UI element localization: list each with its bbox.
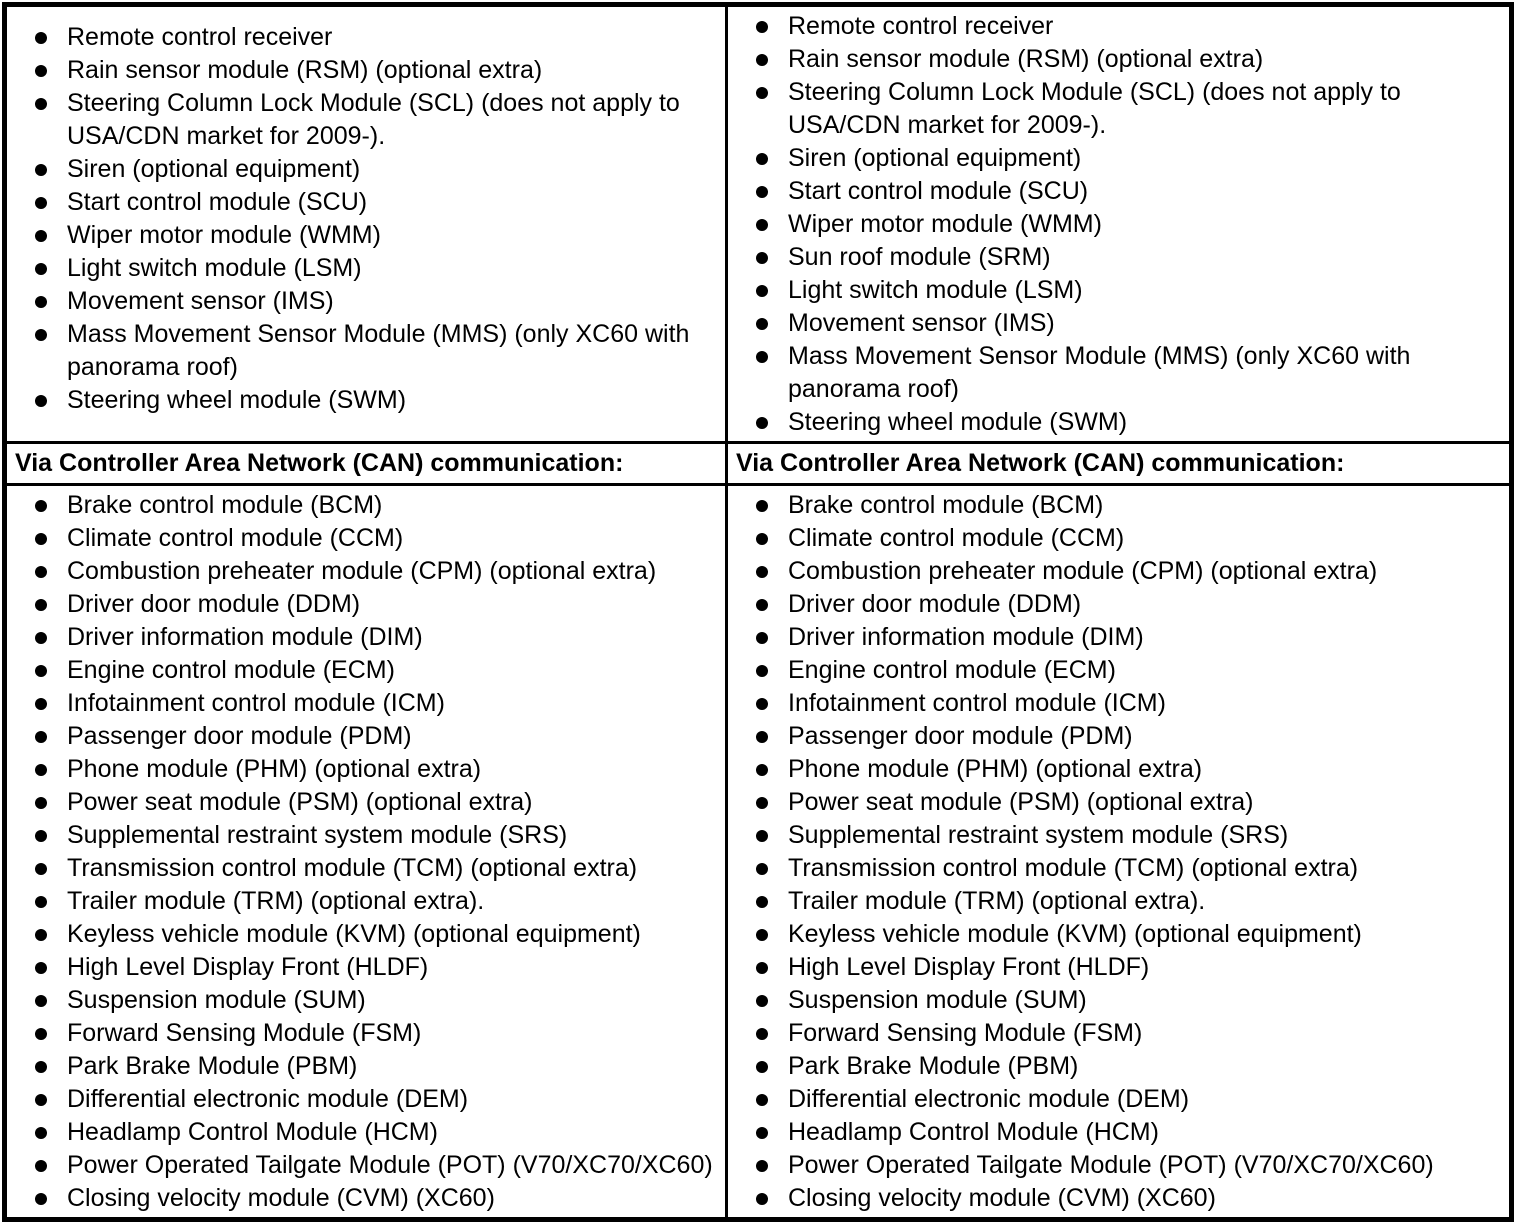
module-list-item: Passenger door module (PDM) xyxy=(13,720,717,753)
module-list-item: Driver door module (DDM) xyxy=(734,588,1501,621)
module-list-item: Combustion preheater module (CPM) (optio… xyxy=(734,555,1501,588)
module-list-item: Closing velocity module (CVM) (XC60) xyxy=(734,1182,1501,1215)
module-list-item: Trailer module (TRM) (optional extra). xyxy=(734,885,1501,918)
module-list-item: Keyless vehicle module (KVM) (optional e… xyxy=(734,918,1501,951)
module-list-item: Supplemental restraint system module (SR… xyxy=(734,819,1501,852)
module-list-item: Infotainment control module (ICM) xyxy=(734,687,1501,720)
module-list-item: Movement sensor (IMS) xyxy=(734,307,1501,340)
module-list-item: Keyless vehicle module (KVM) (optional e… xyxy=(13,918,717,951)
module-list-item: Suspension module (SUM) xyxy=(734,984,1501,1017)
module-list-item: Rain sensor module (RSM) (optional extra… xyxy=(13,54,717,87)
module-list-item: Infotainment control module (ICM) xyxy=(13,687,717,720)
module-list-item: Forward Sensing Module (FSM) xyxy=(13,1017,717,1050)
module-list-item: Steering Column Lock Module (SCL) (does … xyxy=(13,87,717,153)
module-list-item: Transmission control module (TCM) (optio… xyxy=(13,852,717,885)
module-list-item: Climate control module (CCM) xyxy=(13,522,717,555)
module-list-item: High Level Display Front (HLDF) xyxy=(13,951,717,984)
can-right-module-list: Brake control module (BCM) Climate contro… xyxy=(734,489,1501,1215)
module-list-item: Start control module (SCU) xyxy=(734,175,1501,208)
top-right-cell: Remote control receiver Rain sensor modul… xyxy=(725,4,1512,443)
module-list-item: Light switch module (LSM) xyxy=(734,274,1501,307)
module-list-item: Closing velocity module (CVM) (XC60) xyxy=(13,1182,717,1215)
module-list-item: Remote control receiver xyxy=(13,21,717,54)
module-list-item: Driver information module (DIM) xyxy=(734,621,1501,654)
module-list-item: Power seat module (PSM) (optional extra) xyxy=(734,786,1501,819)
can-modules-row: Brake control module (BCM) Climate contro… xyxy=(5,484,1512,1220)
can-right-cell: Brake control module (BCM) Climate contro… xyxy=(725,484,1512,1220)
top-right-module-list: Remote control receiver Rain sensor modul… xyxy=(734,10,1501,439)
module-list-item: Wiper motor module (WMM) xyxy=(734,208,1501,241)
module-list-item: Climate control module (CCM) xyxy=(734,522,1501,555)
module-list-item: Supplemental restraint system module (SR… xyxy=(13,819,717,852)
module-list-item: Sun roof module (SRM) xyxy=(734,241,1501,274)
module-list-item: Power Operated Tailgate Module (POT) (V7… xyxy=(734,1149,1501,1182)
module-list-item: Steering wheel module (SWM) xyxy=(13,384,717,417)
module-list-item: Driver door module (DDM) xyxy=(13,588,717,621)
module-list-item: Park Brake Module (PBM) xyxy=(13,1050,717,1083)
module-list-item: Phone module (PHM) (optional extra) xyxy=(13,753,717,786)
top-modules-row: Remote control receiver Rain sensor modul… xyxy=(5,4,1512,443)
can-left-module-list: Brake control module (BCM) Climate contro… xyxy=(13,489,717,1215)
module-list-item: Driver information module (DIM) xyxy=(13,621,717,654)
module-list-item: Passenger door module (PDM) xyxy=(734,720,1501,753)
module-list-item: Engine control module (ECM) xyxy=(13,654,717,687)
module-list-item: Start control module (SCU) xyxy=(13,186,717,219)
can-header-right-cell: Via Controller Area Network (CAN) commun… xyxy=(725,441,1512,486)
can-header-left-cell: Via Controller Area Network (CAN) commun… xyxy=(4,441,727,486)
module-list-item: Remote control receiver xyxy=(734,10,1501,43)
module-list-item: Siren (optional equipment) xyxy=(13,153,717,186)
can-left-cell: Brake control module (BCM) Climate contro… xyxy=(5,485,727,1220)
module-list-item: Trailer module (TRM) (optional extra). xyxy=(13,885,717,918)
module-list-item: Headlamp Control Module (HCM) xyxy=(13,1116,717,1149)
top-left-cell: Remote control receiver Rain sensor modul… xyxy=(5,5,727,443)
module-list-item: Combustion preheater module (CPM) (optio… xyxy=(13,555,717,588)
module-list-item: Steering Column Lock Module (SCL) (does … xyxy=(734,76,1501,142)
module-list-item: Suspension module (SUM) xyxy=(13,984,717,1017)
module-list-item: Steering wheel module (SWM) xyxy=(734,406,1501,439)
module-list-item: Brake control module (BCM) xyxy=(734,489,1501,522)
module-list-item: Transmission control module (TCM) (optio… xyxy=(734,852,1501,885)
module-list-item: Wiper motor module (WMM) xyxy=(13,219,717,252)
module-list-item: Differential electronic module (DEM) xyxy=(13,1083,717,1116)
module-list-item: Differential electronic module (DEM) xyxy=(734,1083,1501,1116)
module-list-item: Mass Movement Sensor Module (MMS) (only … xyxy=(734,340,1501,406)
module-list-item: Light switch module (LSM) xyxy=(13,252,717,285)
module-list-item: Mass Movement Sensor Module (MMS) (only … xyxy=(13,318,717,384)
top-left-module-list: Remote control receiver Rain sensor modul… xyxy=(13,21,717,417)
module-list-item: Siren (optional equipment) xyxy=(734,142,1501,175)
module-list-item: High Level Display Front (HLDF) xyxy=(734,951,1501,984)
module-list-item: Brake control module (BCM) xyxy=(13,489,717,522)
module-list-item: Power seat module (PSM) (optional extra) xyxy=(13,786,717,819)
module-list-item: Rain sensor module (RSM) (optional extra… xyxy=(734,43,1501,76)
module-list-item: Movement sensor (IMS) xyxy=(13,285,717,318)
module-list-item: Headlamp Control Module (HCM) xyxy=(734,1116,1501,1149)
module-list-item: Park Brake Module (PBM) xyxy=(734,1050,1501,1083)
module-list-item: Phone module (PHM) (optional extra) xyxy=(734,753,1501,786)
can-header-row: Via Controller Area Network (CAN) commun… xyxy=(4,441,1512,486)
module-list-item: Engine control module (ECM) xyxy=(734,654,1501,687)
module-list-item: Power Operated Tailgate Module (POT) (V7… xyxy=(13,1149,717,1182)
module-list-item: Forward Sensing Module (FSM) xyxy=(734,1017,1501,1050)
